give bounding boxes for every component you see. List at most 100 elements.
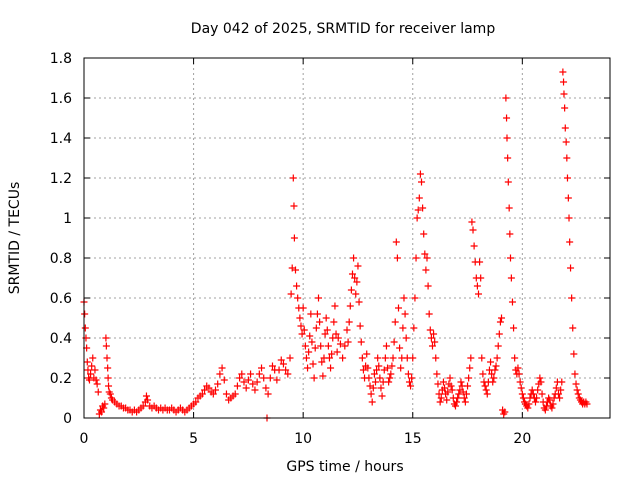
data-point	[353, 278, 361, 286]
data-point	[443, 396, 451, 404]
data-point	[489, 378, 497, 386]
data-point	[101, 400, 109, 408]
x-tick-label: 10	[294, 431, 312, 447]
data-point	[568, 294, 576, 302]
data-point	[369, 384, 377, 392]
data-point	[139, 402, 147, 410]
data-point	[475, 290, 482, 298]
data-point	[293, 282, 301, 290]
data-point	[391, 318, 399, 326]
y-tick-label: 0.6	[50, 291, 72, 307]
data-point	[518, 390, 526, 398]
data-point	[333, 348, 341, 356]
data-point	[397, 364, 405, 372]
data-point	[396, 344, 404, 352]
data-point	[563, 174, 571, 182]
data-point	[85, 376, 93, 384]
data-point	[524, 404, 532, 412]
data-point	[493, 354, 501, 362]
data-point	[402, 334, 410, 342]
data-point	[574, 390, 582, 398]
data-point	[81, 324, 89, 332]
data-point	[564, 194, 572, 202]
data-point	[424, 282, 432, 290]
data-point	[284, 370, 292, 378]
data-point	[316, 318, 324, 326]
data-point	[419, 204, 427, 212]
data-point	[511, 354, 519, 362]
data-point	[209, 390, 217, 398]
data-point	[301, 342, 309, 350]
data-point	[384, 364, 392, 372]
data-point	[98, 408, 106, 416]
data-point	[378, 392, 386, 400]
data-point	[487, 358, 495, 366]
data-point	[462, 390, 470, 398]
data-point	[412, 254, 420, 262]
data-point	[309, 360, 317, 368]
data-point	[370, 370, 378, 378]
data-point	[479, 370, 487, 378]
data-point	[482, 386, 490, 394]
data-point	[382, 342, 390, 350]
data-point	[322, 314, 330, 322]
data-point	[87, 370, 95, 378]
data-point	[305, 348, 313, 356]
data-point	[560, 78, 568, 86]
data-point	[330, 318, 338, 326]
data-point	[560, 90, 568, 98]
data-point	[516, 378, 524, 386]
data-point	[554, 390, 562, 398]
data-point	[385, 378, 393, 386]
data-point	[222, 390, 230, 398]
data-point	[431, 338, 439, 346]
data-point	[407, 382, 415, 390]
data-point	[503, 134, 511, 142]
data-point	[346, 302, 354, 310]
data-point	[343, 326, 351, 334]
data-point	[389, 354, 397, 362]
data-point	[478, 354, 486, 362]
data-point	[300, 326, 308, 334]
data-point	[377, 384, 385, 392]
data-point	[81, 310, 89, 318]
data-point	[102, 342, 110, 350]
data-point	[255, 370, 263, 378]
data-point	[448, 386, 456, 394]
data-point	[344, 338, 352, 346]
data-point	[426, 326, 434, 334]
y-tick-label: 1.4	[50, 131, 72, 147]
data-point	[321, 330, 329, 338]
data-point	[495, 330, 503, 338]
data-point	[566, 238, 574, 246]
data-point	[354, 262, 362, 270]
data-point	[451, 402, 459, 410]
data-point	[198, 390, 206, 398]
y-tick-label: 1	[63, 211, 72, 227]
data-point	[569, 324, 577, 332]
chart-title: Day 042 of 2025, SRMTID for receiver lam…	[191, 21, 496, 37]
data-point	[453, 398, 461, 406]
data-point	[571, 370, 579, 378]
data-point	[201, 386, 209, 394]
data-point	[306, 332, 314, 340]
data-point	[262, 384, 270, 392]
data-point	[352, 290, 360, 298]
data-point	[514, 364, 522, 372]
data-point	[347, 286, 355, 294]
data-point	[334, 334, 342, 342]
data-point	[393, 254, 401, 262]
y-tick-label: 1.6	[50, 91, 72, 107]
data-point	[144, 396, 152, 404]
data-point	[460, 394, 468, 402]
data-point	[536, 374, 544, 382]
y-axis-label: SRMTID / TECUs	[7, 182, 23, 295]
data-point	[277, 356, 285, 364]
data-point	[416, 170, 424, 178]
x-tick-label: 5	[189, 431, 198, 447]
data-point	[583, 400, 591, 408]
data-point	[311, 344, 319, 352]
data-point	[357, 338, 365, 346]
data-point	[387, 370, 395, 378]
